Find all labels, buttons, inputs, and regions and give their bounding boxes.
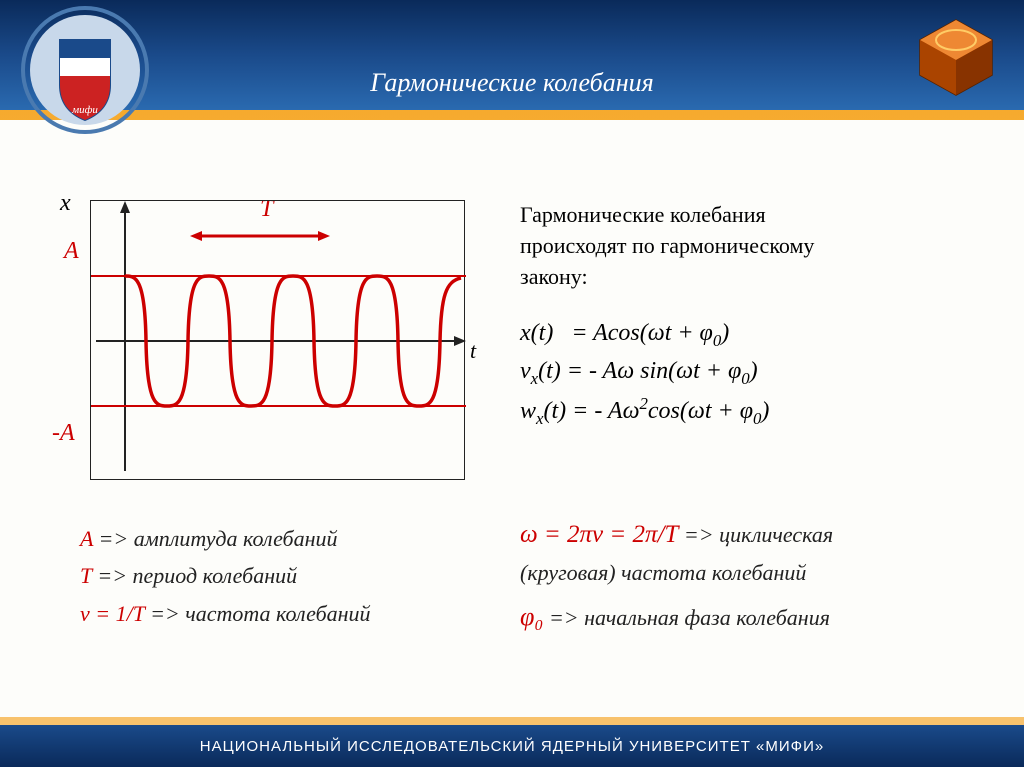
svg-text:мифи: мифи — [71, 104, 98, 116]
amplitude-top-label: A — [64, 238, 79, 265]
desc-line-2: происходят по гармоническому — [520, 231, 960, 262]
equation-acceleration: wx(t) = - Aω2cos(ωt + φ0) — [520, 391, 980, 431]
description-text: Гармонические колебания происходят по га… — [520, 200, 960, 292]
legend-amplitude: A => амплитуда колебаний — [80, 520, 460, 557]
equation-velocity: vx(t) = - Aω sin(ωt + φ0) — [520, 353, 980, 391]
university-logo-icon: мифи — [20, 5, 150, 135]
slide-title: Гармонические колебания — [370, 68, 653, 98]
content-area: x T A -A t Гармонические колебания проис… — [0, 120, 1024, 717]
footer-text: НАЦИОНАЛЬНЫЙ ИССЛЕДОВАТЕЛЬСКИЙ ЯДЕРНЫЙ У… — [200, 738, 824, 755]
desc-line-1: Гармонические колебания — [520, 200, 960, 231]
equation-position: x(t) = Acos(ωt + φ0) — [520, 315, 980, 353]
oscillation-chart: x T A -A t — [60, 190, 470, 480]
desc-line-3: закону: — [520, 262, 960, 293]
chart-border — [90, 200, 465, 480]
legend-phase: φ₀ => начальная фаза колебания — [520, 596, 990, 638]
amplitude-bottom-label: -A — [52, 420, 75, 447]
y-axis-label: x — [60, 190, 71, 217]
legend-angular-freq: ω = 2πν = 2π/T => циклическая — [520, 515, 990, 555]
legend-left: A => амплитуда колебаний T => период кол… — [80, 520, 460, 632]
sine-wave-svg — [91, 201, 466, 481]
x-axis-label: t — [470, 338, 476, 364]
footer-bar: НАЦИОНАЛЬНЫЙ ИССЛЕДОВАТЕЛЬСКИЙ ЯДЕРНЫЙ У… — [0, 725, 1024, 767]
legend-period: T => период колебаний — [80, 557, 460, 594]
cube-icon — [914, 15, 999, 100]
equations-block: x(t) = Acos(ωt + φ0) vx(t) = - Aω sin(ωt… — [520, 315, 980, 431]
legend-right: ω = 2πν = 2π/T => циклическая (круговая)… — [520, 515, 990, 638]
legend-frequency: ν = 1/T => частота колебаний — [80, 595, 460, 632]
header-bar: Гармонические колебания — [0, 0, 1024, 110]
legend-angular-freq-2: (круговая) частота колебаний — [520, 555, 990, 590]
